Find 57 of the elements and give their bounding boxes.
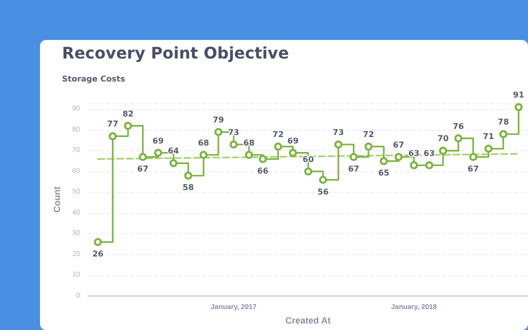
- point: [514, 103, 523, 112]
- point: [380, 157, 388, 166]
- point: [454, 134, 462, 142]
- point: [274, 142, 282, 151]
- data-label: 58: [182, 183, 194, 192]
- data-label: 76: [452, 122, 464, 131]
- y-axis-title: Count: [52, 186, 62, 212]
- data-label: 91: [513, 90, 525, 100]
- point: [499, 130, 508, 138]
- point: [108, 132, 117, 140]
- point: [484, 144, 492, 153]
- data-label: 72: [272, 130, 284, 140]
- point: [258, 155, 267, 164]
- point: [230, 140, 238, 149]
- data-label: 69: [287, 136, 299, 146]
- data-label: 67: [137, 164, 148, 174]
- point: [319, 176, 328, 184]
- point: [469, 152, 478, 161]
- point: [425, 161, 434, 170]
- point: [439, 146, 448, 155]
- point: [214, 128, 222, 136]
- point: [138, 152, 147, 161]
- point: [364, 142, 372, 151]
- data-label: 56: [317, 187, 330, 196]
- data-label: 67: [348, 164, 360, 174]
- point: [394, 152, 403, 161]
- point: [334, 140, 342, 149]
- point: [94, 238, 102, 246]
- point: [244, 150, 253, 159]
- data-label: 64: [168, 146, 180, 156]
- point: [124, 122, 132, 130]
- data-label: 65: [378, 168, 390, 178]
- x-axis-title: Created At: [285, 316, 331, 326]
- data-label: 77: [107, 120, 118, 129]
- data-label: 26: [92, 250, 104, 259]
- data-label: 67: [393, 140, 404, 150]
- point: [184, 172, 192, 180]
- chart-subtitle: Storage Costs: [62, 74, 126, 84]
- chart-title: Recovery Point Objective: [62, 44, 290, 62]
- data-label: 82: [122, 109, 134, 118]
- data-label: 73: [332, 128, 344, 138]
- data-label: 71: [482, 132, 494, 142]
- point: [154, 148, 162, 157]
- data-label: 72: [362, 130, 374, 140]
- data-label: 67: [468, 164, 479, 174]
- data-label: 69: [152, 136, 164, 146]
- point: [304, 167, 312, 176]
- data-label: 70: [437, 134, 450, 144]
- data-label: 66: [257, 166, 269, 176]
- point: [169, 159, 178, 168]
- data-label: 79: [212, 116, 224, 125]
- data-label: 78: [498, 118, 510, 127]
- point: [350, 152, 358, 161]
- point: [288, 148, 297, 157]
- data-label: 68: [198, 138, 210, 148]
- point: [200, 150, 208, 159]
- point: [410, 161, 418, 170]
